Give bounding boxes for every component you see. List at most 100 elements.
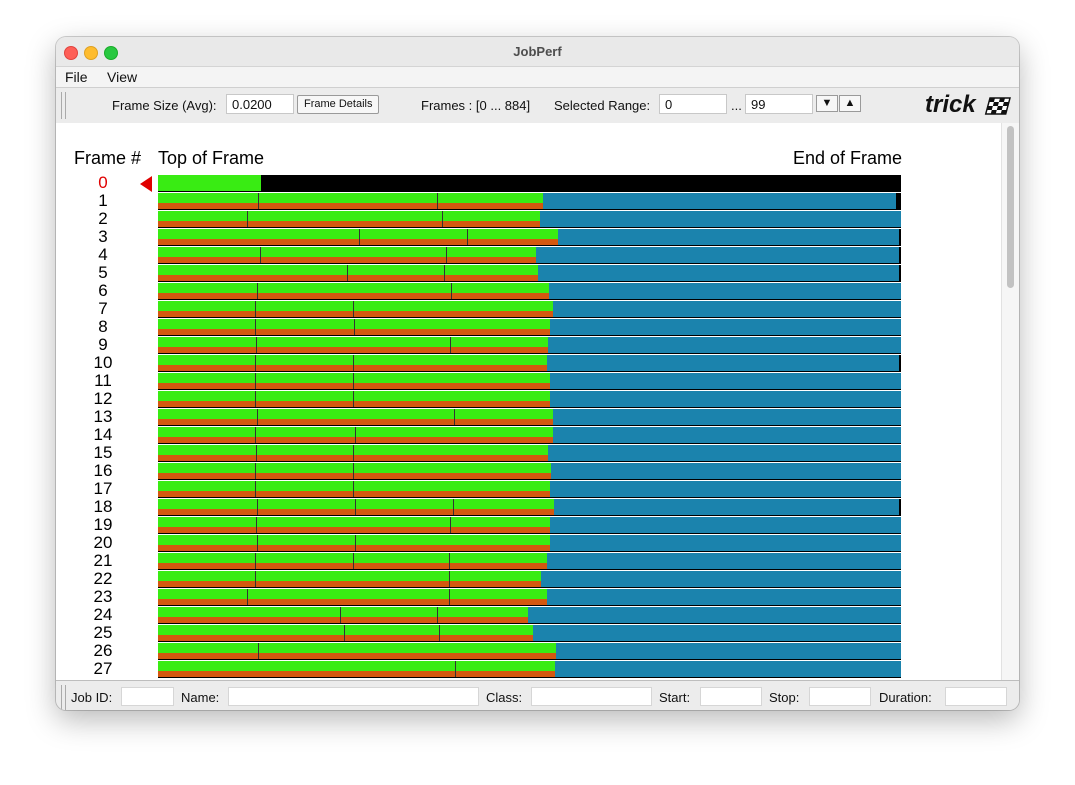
name-field[interactable] <box>228 687 479 706</box>
idle-time-segment[interactable] <box>548 337 901 353</box>
idle-time-segment[interactable] <box>550 517 901 533</box>
idle-time-segment[interactable] <box>533 625 901 641</box>
idle-time-segment[interactable] <box>558 229 899 245</box>
overhead-segment[interactable] <box>158 419 553 425</box>
frame-row[interactable] <box>158 535 901 552</box>
frame-row[interactable] <box>158 661 901 678</box>
idle-time-segment[interactable] <box>528 607 901 623</box>
frame-number-label[interactable]: 20 <box>93 533 113 552</box>
frame-number-label[interactable]: 26 <box>93 641 113 660</box>
frame-number-label[interactable]: 21 <box>93 551 113 570</box>
idle-time-segment[interactable] <box>540 211 901 227</box>
frame-number-label[interactable]: 14 <box>93 425 113 444</box>
idle-time-segment[interactable] <box>553 301 901 317</box>
job-execution-segment[interactable] <box>158 373 550 383</box>
frame-row[interactable] <box>158 373 901 390</box>
frame-row[interactable] <box>158 445 901 462</box>
frame-number-label[interactable]: 22 <box>93 569 113 588</box>
job-execution-segment[interactable] <box>158 553 547 563</box>
frame-number-label[interactable]: 8 <box>98 317 108 336</box>
statusbar-grip-handle[interactable] <box>61 685 66 710</box>
close-window-button[interactable] <box>64 46 78 60</box>
frame-number-label[interactable]: 1 <box>98 191 108 210</box>
frame-row[interactable] <box>158 319 901 336</box>
job-execution-segment[interactable] <box>158 283 549 293</box>
job-execution-segment[interactable] <box>158 463 551 473</box>
frame-size-field[interactable]: 0.0200 <box>226 94 294 114</box>
class-field[interactable] <box>531 687 652 706</box>
job-execution-segment[interactable] <box>158 301 553 311</box>
job-execution-segment[interactable] <box>158 391 550 401</box>
frame-row[interactable] <box>158 211 901 228</box>
overhead-segment[interactable] <box>158 491 550 497</box>
range-start-field[interactable]: 0 <box>659 94 727 114</box>
job-id-field[interactable] <box>121 687 174 706</box>
overhead-segment[interactable] <box>158 365 547 371</box>
overhead-segment[interactable] <box>158 545 550 551</box>
idle-time-segment[interactable] <box>550 373 901 389</box>
idle-time-segment[interactable] <box>541 571 901 587</box>
frame-row[interactable] <box>158 517 901 534</box>
overhead-segment[interactable] <box>158 347 548 353</box>
frame-number-label[interactable]: 16 <box>93 461 113 480</box>
idle-time-segment[interactable] <box>536 247 899 263</box>
idle-time-segment[interactable] <box>553 409 901 425</box>
frame-number-label[interactable]: 7 <box>98 299 108 318</box>
idle-time-segment[interactable] <box>547 589 901 605</box>
idle-time-segment[interactable] <box>543 193 896 209</box>
job-execution-segment[interactable] <box>158 265 538 275</box>
frame-row[interactable] <box>158 427 901 444</box>
idle-time-segment[interactable] <box>556 643 901 659</box>
idle-time-segment[interactable] <box>549 283 901 299</box>
idle-time-segment[interactable] <box>547 553 901 569</box>
idle-time-segment[interactable] <box>550 535 901 551</box>
job-execution-segment[interactable] <box>158 535 550 545</box>
frame-row[interactable] <box>158 589 901 606</box>
frame-row[interactable] <box>158 193 901 210</box>
frame-row[interactable] <box>158 229 901 246</box>
job-execution-segment[interactable] <box>158 607 528 617</box>
frame-number-label[interactable]: 19 <box>93 515 113 534</box>
overhead-segment[interactable] <box>158 509 554 515</box>
job-execution-segment[interactable] <box>158 193 543 203</box>
idle-time-segment[interactable] <box>555 661 901 677</box>
job-execution-segment[interactable] <box>158 499 554 509</box>
overhead-segment[interactable] <box>158 203 543 209</box>
overhead-segment[interactable] <box>158 473 551 479</box>
job-execution-segment[interactable] <box>158 625 533 635</box>
start-field[interactable] <box>700 687 762 706</box>
frame-details-button[interactable]: Frame Details <box>297 95 380 114</box>
frame-row[interactable] <box>158 175 901 192</box>
job-execution-segment[interactable] <box>158 643 556 653</box>
minimize-window-button[interactable] <box>84 46 98 60</box>
overhead-segment[interactable] <box>158 239 558 245</box>
frame-number-label[interactable]: 4 <box>98 245 108 264</box>
scrollbar-thumb[interactable] <box>1007 126 1014 288</box>
frame-number-label[interactable]: 5 <box>98 263 108 282</box>
frame-number-label[interactable]: 17 <box>93 479 113 498</box>
overhead-segment[interactable] <box>158 653 556 659</box>
toolbar-grip-handle[interactable] <box>61 92 66 119</box>
frame-row[interactable] <box>158 391 901 408</box>
frame-row[interactable] <box>158 283 901 300</box>
idle-time-segment[interactable] <box>550 391 901 407</box>
duration-field[interactable] <box>945 687 1007 706</box>
overhead-segment[interactable] <box>158 293 549 299</box>
range-down-button[interactable]: ▼ <box>816 95 838 112</box>
overhead-segment[interactable] <box>158 311 553 317</box>
frame-row[interactable] <box>158 247 901 264</box>
overhead-segment[interactable] <box>158 563 547 569</box>
frame-number-label[interactable]: 6 <box>98 281 108 300</box>
frame-number-label[interactable]: 12 <box>93 389 113 408</box>
frame-row[interactable] <box>158 265 901 282</box>
job-execution-segment[interactable] <box>158 571 541 581</box>
overhead-segment[interactable] <box>158 617 528 623</box>
idle-time-segment[interactable] <box>554 499 899 515</box>
frame-row[interactable] <box>158 301 901 318</box>
job-execution-segment[interactable] <box>158 409 553 419</box>
frame-number-label[interactable]: 15 <box>93 443 113 462</box>
frame-row[interactable] <box>158 355 901 372</box>
frame-number-label[interactable]: 13 <box>93 407 113 426</box>
frame-number-label[interactable]: 18 <box>93 497 113 516</box>
